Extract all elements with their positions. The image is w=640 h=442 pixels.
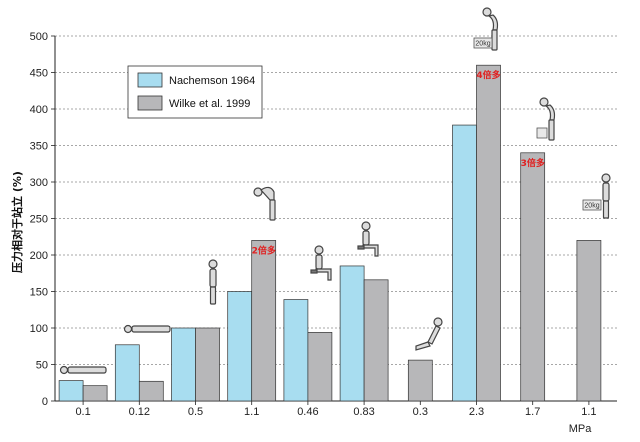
torso [544, 104, 556, 121]
person-sitting-icon [357, 221, 379, 257]
y-tick-label: 350 [30, 141, 48, 153]
legs [548, 119, 555, 141]
legs [491, 29, 498, 51]
bar-wilke-8 [520, 152, 546, 402]
bar-wilke-4 [307, 332, 333, 402]
y-axis-label: 压力相对于站立 (%) [10, 171, 24, 273]
bar-wilke-3 [251, 240, 277, 402]
legs [602, 200, 610, 219]
weight-box-icon [582, 199, 602, 211]
weight-label: 20kg [475, 41, 490, 48]
torso [209, 268, 217, 288]
annotation-label: 2倍多 [252, 244, 276, 256]
bar-nachemson-1 [114, 344, 140, 402]
torso [315, 254, 323, 270]
legs [209, 286, 217, 305]
body [67, 366, 107, 374]
head [482, 7, 492, 17]
legend-swatch-nachemson [137, 72, 163, 88]
person-bending-icon [253, 186, 276, 221]
bar-wilke-6 [407, 359, 433, 402]
y-tick-label: 100 [30, 323, 48, 335]
head [59, 365, 69, 375]
annotation-label: 3倍多 [521, 157, 545, 169]
person-standing-icon [208, 259, 218, 305]
bar-wilke-1 [138, 380, 164, 402]
bar-wilke-5 [363, 279, 389, 402]
bar-wilke-7 [476, 64, 501, 402]
head [208, 259, 218, 269]
person-slouching-icon [415, 317, 443, 351]
body [131, 325, 171, 333]
y-tick-label: 0 [42, 396, 48, 408]
x-tick-label: 1.1 [244, 406, 259, 418]
x-tick-label: 0.1 [75, 406, 90, 418]
person-sitting-icon [310, 245, 332, 281]
person-lifting-box-icon [539, 97, 556, 141]
annotation-label: 4倍多 [476, 69, 500, 81]
legend-swatch-wilke [137, 95, 163, 111]
y-tick-label: 200 [30, 250, 48, 262]
torso [427, 325, 441, 345]
legend-label-nachemson: Nachemson 1964 [169, 75, 255, 87]
torso [260, 186, 275, 201]
y-tick-label: 250 [30, 214, 48, 226]
legend-label-wilke: Wilke et al. 1999 [169, 98, 250, 110]
head [253, 187, 263, 197]
legs [362, 244, 379, 257]
head [361, 221, 371, 231]
head [123, 324, 133, 334]
box-icon [536, 127, 548, 139]
x-tick-label: 1.7 [525, 406, 540, 418]
person-lifting-box-icon [601, 173, 611, 219]
y-tick-label: 500 [30, 31, 48, 43]
x-tick-label: 0.12 [129, 406, 150, 418]
x-tick-label: 0.3 [413, 406, 428, 418]
x-tick-label: 0.83 [353, 406, 374, 418]
legend: Nachemson 1964 Wilke et al. 1999 [127, 65, 263, 119]
legs [415, 341, 431, 351]
bar-nachemson-4 [283, 299, 309, 402]
x-tick-label: 0.46 [297, 406, 318, 418]
x-axis-label: MPa [569, 423, 593, 435]
bar-nachemson-0 [58, 380, 84, 402]
weight-label: 20kg [584, 203, 599, 210]
x-tick-label: 0.5 [188, 406, 203, 418]
y-tick-label: 300 [30, 177, 48, 189]
weight-box-icon [473, 37, 493, 49]
bar-nachemson-2 [171, 327, 196, 402]
y-tick-label: 400 [30, 104, 48, 116]
y-tick-labels: 0 50 100 150 200 250 300 350 400 450 500 [30, 31, 48, 408]
x-tick-labels: 0.1 0.12 0.5 1.1 0.46 0.83 0.3 2.3 1.7 1.1 [75, 406, 596, 418]
posture-figures: 20kg 20kg [59, 7, 611, 375]
y-tick-label: 450 [30, 68, 48, 80]
x-tick-label: 1.1 [581, 406, 596, 418]
seat [310, 269, 318, 274]
bar-wilke-9 [576, 240, 602, 402]
bar-nachemson-7 [452, 124, 477, 402]
seat [357, 245, 365, 250]
torso [602, 182, 610, 202]
head [539, 97, 549, 107]
y-tick-label: 150 [30, 287, 48, 299]
person-lying-icon [59, 365, 107, 375]
torso [487, 14, 499, 31]
bar-wilke-2 [195, 327, 220, 402]
bar-wilke-0 [82, 385, 108, 402]
annotations: 2倍多 4倍多 3倍多 [252, 69, 545, 256]
legs [315, 268, 332, 281]
y-tick-label: 50 [36, 360, 48, 372]
x-tick-label: 2.3 [469, 406, 484, 418]
bar-nachemson-5 [339, 265, 365, 402]
head [601, 173, 611, 183]
person-lying-icon [123, 324, 171, 334]
head [433, 317, 443, 327]
bar-nachemson-3 [227, 291, 253, 402]
bars [58, 64, 602, 402]
head [314, 245, 324, 255]
legs [269, 199, 276, 221]
torso [362, 230, 370, 246]
